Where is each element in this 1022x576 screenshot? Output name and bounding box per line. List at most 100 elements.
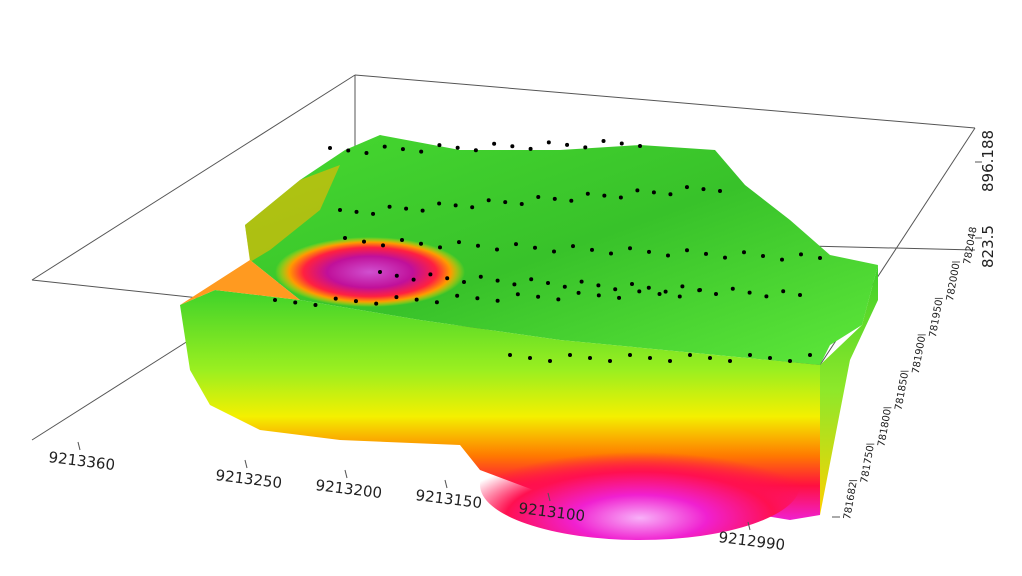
drill-point <box>701 187 706 192</box>
drill-point <box>515 292 520 297</box>
x-tick-label: 9213360 <box>48 448 117 474</box>
drill-point <box>536 294 541 299</box>
drill-point <box>400 147 405 152</box>
y-tick-label: 781950 <box>928 299 945 339</box>
y-tick-label: 781682 <box>842 481 859 521</box>
drill-point <box>618 195 623 200</box>
drill-point <box>638 144 642 148</box>
drill-point <box>647 249 651 254</box>
drill-point <box>343 236 347 240</box>
drill-point <box>486 198 491 203</box>
drill-point <box>445 276 450 281</box>
drill-point <box>637 289 642 294</box>
x-tick-mark <box>344 469 348 479</box>
drill-point <box>788 359 792 363</box>
drill-point <box>371 211 376 216</box>
drill-point <box>495 247 499 252</box>
drill-point <box>437 201 442 206</box>
drill-point <box>617 295 622 300</box>
voxel-body <box>180 135 878 540</box>
z-tick-label: 823.5 <box>979 225 997 268</box>
drill-point <box>495 278 500 283</box>
drill-point <box>685 248 689 253</box>
drill-point <box>651 190 656 195</box>
drill-point <box>437 143 442 148</box>
drill-point <box>514 242 518 247</box>
drill-point <box>428 272 433 277</box>
drill-point <box>470 205 475 210</box>
drill-point <box>478 274 483 279</box>
drill-point <box>628 353 632 357</box>
y-tick-label: 781900 <box>911 335 928 375</box>
drill-point <box>495 298 500 303</box>
drill-point <box>411 277 416 282</box>
drill-point <box>730 286 735 291</box>
drill-point <box>414 297 419 302</box>
drill-point <box>704 251 708 256</box>
drill-point <box>374 301 379 306</box>
y-tick-label: 781750 <box>859 445 876 485</box>
drill-point <box>476 243 480 248</box>
drill-point <box>748 353 752 357</box>
drill-point <box>698 288 702 292</box>
drill-point <box>419 149 424 154</box>
drill-point <box>533 245 537 250</box>
drill-point <box>457 240 461 245</box>
drill-point <box>273 298 277 302</box>
drill-point <box>382 144 387 149</box>
drill-point <box>613 287 618 292</box>
drill-point <box>387 204 392 209</box>
drill-point <box>596 293 601 298</box>
drill-point <box>528 356 532 360</box>
x-tick-label: 9213250 <box>215 466 284 492</box>
drill-point <box>680 284 685 289</box>
drill-point <box>742 250 746 255</box>
drill-point <box>455 145 460 150</box>
drill-point <box>529 277 534 282</box>
drill-point <box>473 148 478 153</box>
drill-point <box>608 359 612 363</box>
drill-point <box>313 303 318 308</box>
x-tick-label: 9213200 <box>315 476 384 502</box>
drill-point <box>569 198 574 203</box>
drill-point <box>562 284 567 289</box>
drill-point <box>328 146 332 150</box>
drill-point <box>400 238 404 243</box>
drill-point <box>646 285 651 290</box>
drill-point <box>663 289 668 294</box>
x-tick-mark <box>747 521 751 531</box>
drill-point <box>780 257 784 262</box>
drill-point <box>668 192 673 197</box>
drill-point <box>508 353 512 357</box>
x-tick-mark <box>547 492 551 502</box>
drill-point <box>381 243 385 248</box>
drill-point <box>677 294 682 299</box>
drill-point <box>552 196 557 201</box>
drill-point <box>492 141 497 146</box>
drill-point <box>585 191 590 196</box>
drill-point <box>728 359 732 363</box>
drill-point <box>438 245 442 250</box>
drill-point <box>602 193 607 198</box>
drill-point <box>293 300 298 305</box>
drill-point <box>536 194 541 199</box>
drill-point <box>455 293 460 298</box>
drill-point <box>588 356 592 360</box>
y-tick-label: 781850 <box>894 372 911 412</box>
drill-point <box>546 281 550 285</box>
drill-point <box>723 255 727 260</box>
drill-point <box>338 208 342 212</box>
drill-point <box>510 144 515 149</box>
x-tick-mark <box>444 479 448 489</box>
drill-point <box>747 290 752 295</box>
drill-point <box>808 353 812 357</box>
x-tick-mark <box>77 441 81 451</box>
z-tick-label: 896.188 <box>979 130 997 192</box>
drill-point <box>475 296 480 301</box>
drill-point <box>799 252 803 257</box>
drill-point <box>453 203 458 208</box>
y-tick-label: 782048 <box>962 226 979 266</box>
drill-point <box>596 283 601 288</box>
drill-point <box>798 293 802 297</box>
